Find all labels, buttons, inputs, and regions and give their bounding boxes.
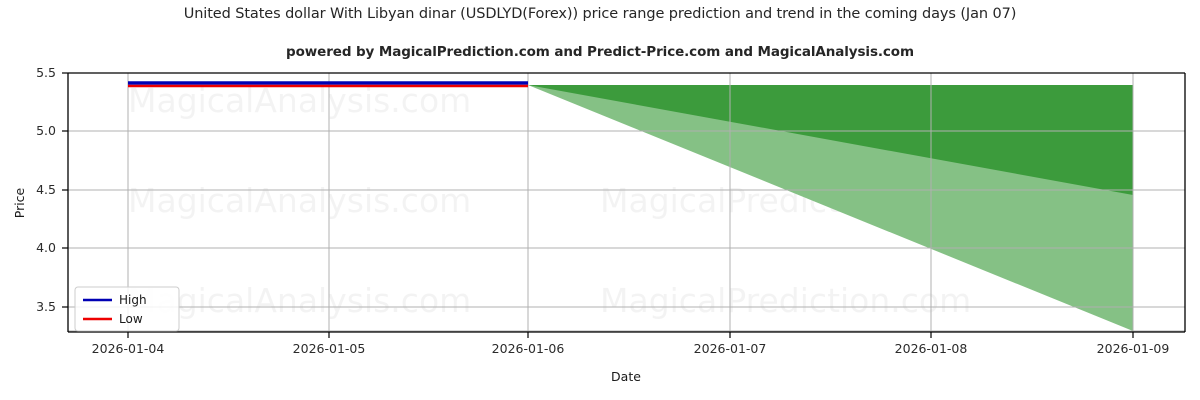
watermark-text: MagicalPrediction.com bbox=[600, 281, 971, 320]
page-title: United States dollar With Libyan dinar (… bbox=[183, 6, 1017, 22]
ytick-label: 4.0 bbox=[36, 240, 56, 255]
xtick-label: 2026-01-08 bbox=[895, 341, 968, 356]
ytick-label: 4.5 bbox=[36, 182, 56, 197]
xtick-label: 2026-01-09 bbox=[1097, 341, 1170, 356]
legend-item-low[interactable]: Low bbox=[83, 312, 143, 326]
xtick-label: 2026-01-06 bbox=[492, 341, 565, 356]
legend-label-low: Low bbox=[119, 312, 143, 326]
x-axis-title: Date bbox=[611, 369, 641, 384]
y-axis-title: Price bbox=[12, 187, 27, 218]
ytick-label: 5.5 bbox=[36, 65, 56, 80]
ytick-label: 5.0 bbox=[36, 123, 56, 138]
page-subtitle: powered by MagicalPrediction.com and Pre… bbox=[286, 44, 914, 60]
ytick-label: 3.5 bbox=[36, 299, 56, 314]
watermark-text: MagicalAnalysis.com bbox=[128, 181, 471, 220]
legend-label-high: High bbox=[119, 293, 147, 307]
xtick-label: 2026-01-05 bbox=[293, 341, 366, 356]
xtick-label: 2026-01-07 bbox=[694, 341, 767, 356]
watermark-text: MagicalAnalysis.com bbox=[128, 281, 471, 320]
legend-item-high[interactable]: High bbox=[83, 293, 147, 307]
watermark-text: MagicalAnalysis.com bbox=[128, 81, 471, 120]
inner-forecast-band bbox=[528, 85, 1133, 195]
xtick-label: 2026-01-04 bbox=[92, 341, 165, 356]
chart-legend[interactable]: High Low bbox=[74, 286, 180, 332]
